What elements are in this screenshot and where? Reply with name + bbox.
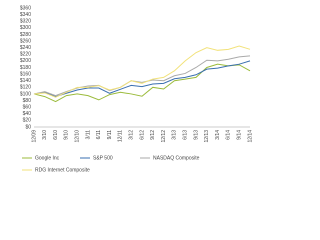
y-tick-label: $280 (20, 32, 31, 38)
y-tick-label: $80 (23, 98, 32, 104)
series-line (33, 63, 251, 103)
y-tick-label: $160 (20, 71, 31, 77)
y-tick-label: $340 (20, 12, 31, 18)
x-tick-label: 6/12 (139, 130, 145, 140)
y-tick-label: $200 (20, 58, 31, 64)
y-tick-label: $220 (20, 52, 31, 58)
x-tick-label: 9/11 (107, 130, 113, 140)
y-tick-label: $20 (23, 118, 32, 124)
x-tick-label: 6/11 (96, 130, 102, 140)
x-tick-label: 6/10 (53, 130, 59, 140)
legend-label: NASDAQ Composite (153, 155, 200, 161)
y-tick-label: $120 (20, 85, 31, 91)
x-tick-label: 12/14 (247, 130, 253, 143)
y-tick-label: $300 (20, 25, 31, 31)
series-line (33, 60, 251, 98)
x-tick-label: 12/09 (31, 130, 37, 143)
y-tick-label: $240 (20, 45, 31, 51)
y-tick-label: $320 (20, 19, 31, 25)
chart: $0$20$40$60$80$100$120$140$160$180$200$2… (20, 5, 253, 173)
x-tick-label: 9/10 (64, 130, 70, 140)
x-tick-label: 3/12 (129, 130, 135, 140)
y-tick-label: $260 (20, 38, 31, 44)
legend-label: RDG Internet Composite (35, 167, 90, 173)
x-tick-label: 9/14 (237, 130, 243, 140)
x-tick-label: 12/12 (161, 130, 167, 143)
y-tick-label: $0 (25, 124, 31, 130)
x-tick-label: 3/11 (85, 130, 91, 140)
legend-label: Google Inc (35, 155, 60, 161)
x-tick-label: 12/13 (204, 130, 210, 143)
y-tick-label: $100 (20, 91, 31, 97)
y-tick-label: $180 (20, 65, 31, 71)
x-tick-label: 3/14 (215, 130, 221, 140)
y-tick-label: $140 (20, 78, 31, 84)
x-tick-label: 6/14 (226, 130, 232, 140)
x-tick-label: 9/12 (150, 130, 156, 140)
x-tick-label: 3/13 (172, 130, 178, 140)
x-tick-label: 6/13 (183, 130, 189, 140)
series-line (33, 45, 251, 98)
x-tick-label: 3/10 (42, 130, 48, 140)
x-tick-label: 9/13 (193, 130, 199, 140)
x-tick-label: 12/11 (118, 130, 124, 142)
y-tick-label: $40 (23, 111, 32, 117)
legend-label: S&P 500 (93, 155, 113, 161)
series-line (33, 55, 251, 97)
y-tick-label: $60 (23, 104, 32, 110)
y-tick-label: $360 (20, 5, 31, 11)
x-tick-label: 12/10 (75, 130, 81, 143)
